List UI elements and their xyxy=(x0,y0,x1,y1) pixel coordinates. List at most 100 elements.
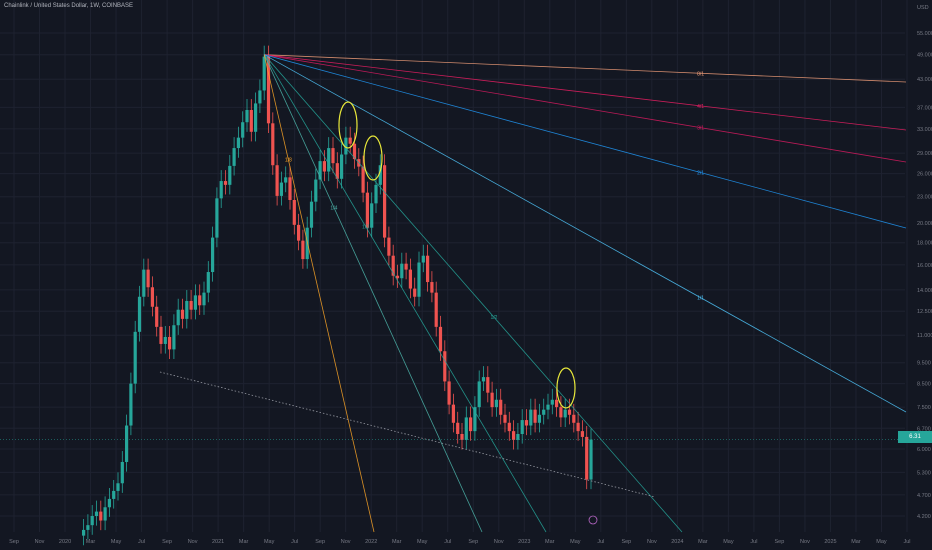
x-tick-label: Sep xyxy=(9,539,19,545)
candle-body xyxy=(258,90,262,104)
candle-body xyxy=(413,288,417,297)
candle-body xyxy=(529,409,533,426)
x-tick-label: May xyxy=(417,539,428,545)
candle-body xyxy=(249,109,253,132)
candle-body xyxy=(262,56,266,91)
candle-body xyxy=(400,263,404,279)
candle-body xyxy=(559,407,563,418)
candle-body xyxy=(82,529,86,536)
candle-body xyxy=(202,292,206,306)
fan-line-label: 1/2 xyxy=(491,315,498,321)
y-tick-label: 4.200 xyxy=(917,514,931,520)
fan-line xyxy=(264,54,907,131)
y-tick-label: 16.000 xyxy=(917,263,932,269)
candle-body xyxy=(241,122,245,138)
candle-body xyxy=(301,240,305,260)
candle-body xyxy=(112,490,116,499)
candle-body xyxy=(365,192,369,228)
candle-body xyxy=(370,203,374,228)
candle-body xyxy=(503,414,507,423)
candle-body xyxy=(438,326,443,352)
x-tick-label: Jul xyxy=(444,539,451,545)
fan-line xyxy=(264,54,907,413)
candle-body xyxy=(494,399,498,408)
candle-body xyxy=(451,404,455,423)
candle-body xyxy=(340,154,344,179)
candle-body xyxy=(464,417,468,440)
y-tick-label: 14.000 xyxy=(917,288,932,294)
x-tick-label: Nov xyxy=(35,539,45,545)
candle-body xyxy=(206,272,210,293)
lower-trendline xyxy=(159,371,656,498)
candle-body xyxy=(146,269,150,288)
candle-body xyxy=(314,179,318,202)
candle-body xyxy=(456,422,460,434)
fan-line-label: 8/1 xyxy=(697,71,704,77)
currency-label: USD xyxy=(917,5,929,11)
fan-line-label: 1/4 xyxy=(330,205,337,211)
candle-body xyxy=(327,148,331,172)
x-tick-label: 2021 xyxy=(212,539,224,545)
y-tick-label: 4.700 xyxy=(917,493,931,499)
candle-body xyxy=(125,425,129,462)
candle-body xyxy=(408,269,412,289)
chart-title: Chainlink / United States Dollar, 1W, CO… xyxy=(4,3,134,9)
candle-body xyxy=(460,433,464,440)
y-tick-label: 6.700 xyxy=(917,426,931,432)
candle-body xyxy=(490,392,494,408)
candle-body xyxy=(563,409,567,418)
fan-line xyxy=(263,54,375,533)
x-tick-label: Sep xyxy=(775,539,785,545)
candle-body xyxy=(90,516,94,526)
candle-body xyxy=(120,461,124,484)
highlight-circle xyxy=(338,101,358,149)
fan-line-label: 1/1 xyxy=(697,296,704,302)
candle-body xyxy=(335,163,339,179)
x-tick-label: Nov xyxy=(647,539,657,545)
candle-body xyxy=(520,420,524,434)
x-tick-label: Jul xyxy=(597,539,604,545)
x-tick-label: Sep xyxy=(621,539,631,545)
candle-body xyxy=(288,177,292,201)
x-tick-label: 2023 xyxy=(518,539,530,545)
y-tick-label: 5.300 xyxy=(917,470,931,476)
candle-body xyxy=(499,399,503,415)
candle-body xyxy=(198,295,202,306)
y-tick-label: 20.000 xyxy=(917,221,932,227)
x-tick-label: Mar xyxy=(239,539,249,545)
candle-body xyxy=(524,420,529,426)
candle-body xyxy=(537,414,541,423)
candle-body xyxy=(266,56,271,124)
x-tick-label: 2022 xyxy=(365,539,377,545)
candle-body xyxy=(185,300,189,319)
x-tick-label: Jul xyxy=(903,539,910,545)
candle-body xyxy=(374,184,378,204)
x-tick-label: Mar xyxy=(392,539,402,545)
y-tick-label: 8.500 xyxy=(917,382,931,388)
event-marker xyxy=(588,515,598,525)
candle-body xyxy=(150,287,154,307)
candle-body xyxy=(576,422,580,432)
candle-body xyxy=(417,262,421,297)
x-tick-label: Nov xyxy=(341,539,351,545)
y-tick-label: 12.500 xyxy=(917,309,932,315)
candle-body xyxy=(383,165,387,238)
candle-body xyxy=(387,237,391,256)
x-tick-label: Mar xyxy=(86,539,96,545)
candle-body xyxy=(318,161,322,180)
candle-body xyxy=(331,148,335,164)
last-price-badge: 6.31 xyxy=(898,431,932,443)
candle-body xyxy=(137,296,142,332)
x-tick-label: 2020 xyxy=(59,539,71,545)
fan-line-label: 4/1 xyxy=(697,104,704,110)
candle-body xyxy=(585,436,589,480)
candle-body xyxy=(555,399,559,408)
y-tick-label: 23.000 xyxy=(917,195,932,201)
candle-body xyxy=(486,377,490,393)
fan-line-label: 3/1 xyxy=(697,126,704,132)
x-tick-label: May xyxy=(264,539,275,545)
candle-body xyxy=(473,407,477,432)
candle-body xyxy=(211,237,215,273)
candle-body xyxy=(507,422,511,432)
